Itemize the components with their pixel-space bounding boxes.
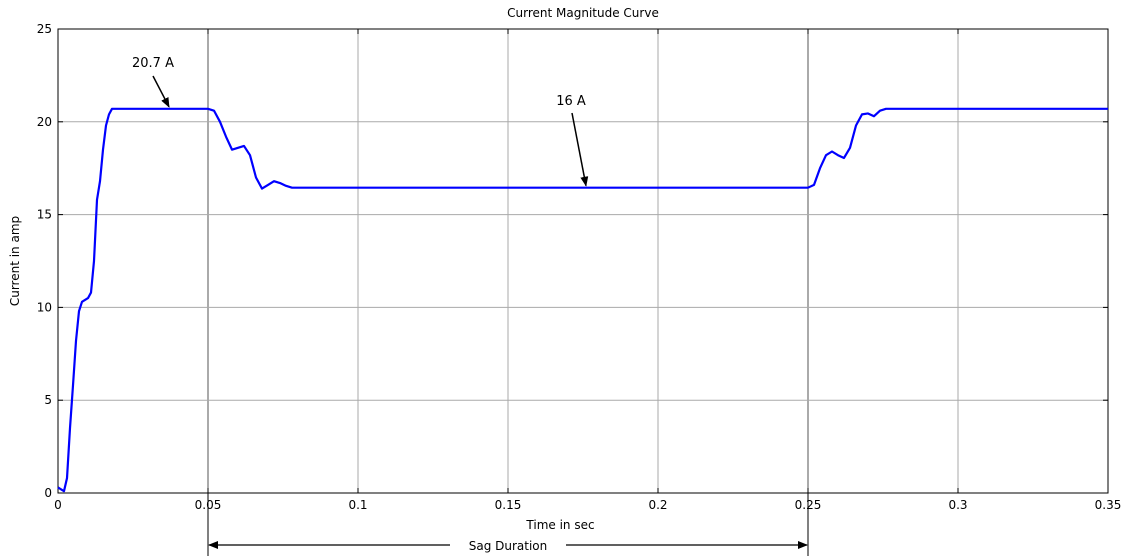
x-tick-label: 0.15 [495,498,522,512]
y-tick-label: 15 [37,208,52,222]
series-layer [57,107,1108,493]
x-tick-label: 0.1 [348,498,367,512]
y-tick-label: 20 [37,115,52,129]
annotation-arrow [152,75,170,108]
plot-frame [57,28,1109,494]
annotations: 20.7 A 16 A Sag Duration [132,56,809,556]
annotation-label: 16 A [556,94,586,109]
y-axis-title: Current in amp [8,216,22,306]
chart-title: Current Magnitude Curve [507,6,659,20]
y-tick-label: 5 [44,393,52,407]
series-line [57,107,1108,493]
y-tick-label: 0 [44,486,52,500]
annotation-label: 20.7 A [132,56,174,71]
span-label: Sag Duration [469,539,548,553]
x-tick-label: 0.2 [648,498,667,512]
x-axis-title: Time in sec [525,518,594,532]
annotation-arrow [571,112,589,187]
grid-lines [58,29,1108,493]
y-tick-label: 10 [37,300,52,314]
x-tick-label: 0 [54,498,62,512]
x-tick-label: 0.3 [948,498,967,512]
y-tick-label: 25 [37,22,52,36]
x-tick-label: 0.35 [1095,498,1122,512]
